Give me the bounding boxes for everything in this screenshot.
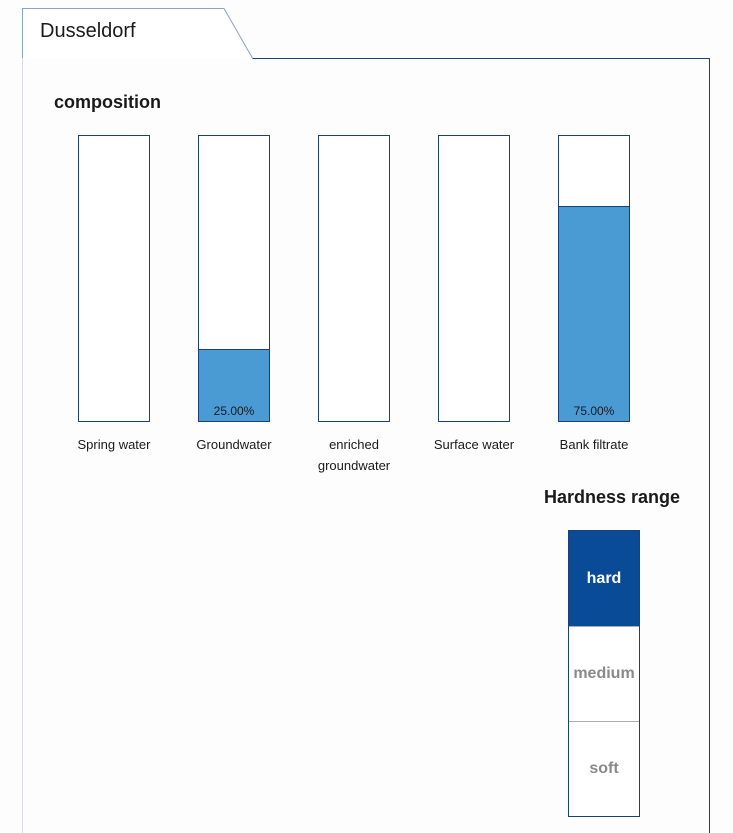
bar-value-label: 25.00% [213,404,255,418]
tab-label: Dusseldorf [40,20,136,42]
bar-track: 25.00% [198,135,270,422]
panel-border-top [253,58,710,59]
tab-shape [22,8,254,60]
panel-border-left [22,58,23,833]
bar-label: Surface water [433,437,515,452]
composition-bar-groundwater: 25.00% Groundwater [169,135,299,455]
bar-value-label: 75.00% [573,404,615,418]
hardness-level-hard: hard [569,531,639,626]
composition-bar-bank-filtrate: 75.00% Bank filtrate [529,135,659,455]
bar-label: Spring water [77,437,151,452]
panel-border-right [709,58,710,833]
bar-track: 75.00% [558,135,630,422]
hardness-scale: hard medium soft [568,530,640,817]
tab-dusseldorf[interactable]: Dusseldorf [22,8,254,60]
hardness-level-medium: medium [569,626,639,721]
bar-label: Groundwater [196,437,272,452]
composition-bar-surface-water: Surface water [409,135,539,455]
bar-track [438,135,510,422]
hardness-title: Hardness range [544,487,681,507]
bar-track [78,135,150,422]
bar-fill [559,206,629,421]
composition-bar-spring-water: Spring water [49,135,179,455]
composition-title: composition [54,92,161,112]
bar-fill [199,348,269,421]
bar-label: Bank filtrate [559,437,629,452]
bar-label: enriched groundwater [317,437,391,473]
hardness-level-soft: soft [569,721,639,816]
composition-bar-enriched-groundwater: enriched groundwater [289,135,419,476]
bar-track [318,135,390,422]
